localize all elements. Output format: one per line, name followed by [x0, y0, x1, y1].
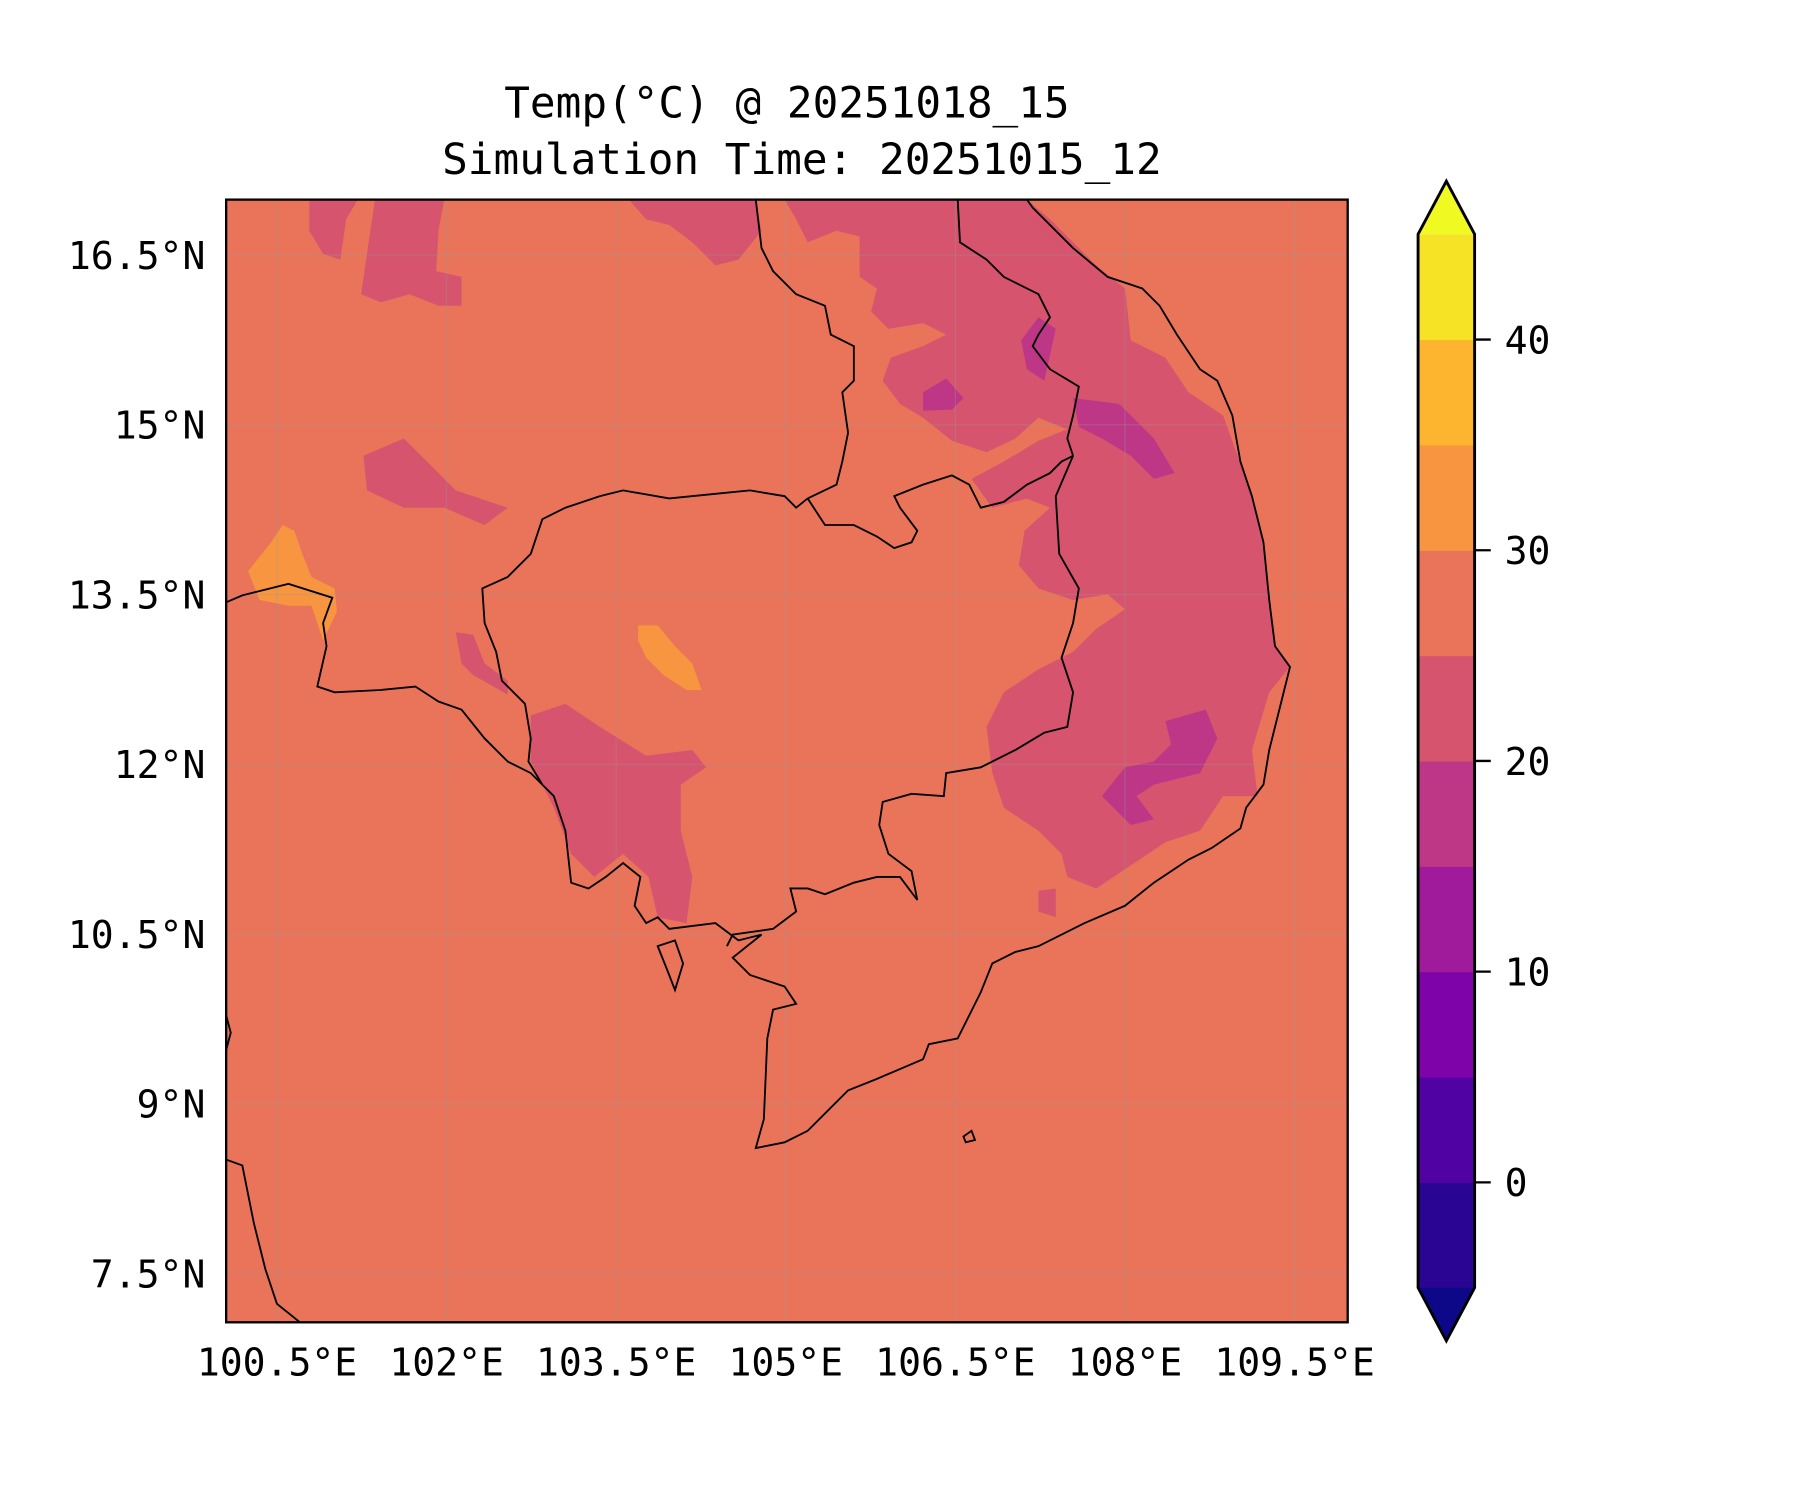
colorbar-segment [1418, 655, 1475, 762]
colorbar-segment [1418, 444, 1475, 551]
y-axis: 16.5°N 15°N 13.5°N 12°N 10.5°N 9°N 7.5°N [68, 234, 206, 1297]
colorbar-under-arrow [1418, 1287, 1475, 1341]
border-thailand-cambodia [481, 489, 809, 786]
colorbar-segment [1418, 971, 1475, 1078]
chart-subtitle: Simulation Time: 20251015_12 [442, 135, 1162, 185]
y-tick-label: 13.5°N [68, 573, 206, 617]
colorbar-tick-label: 40 [1505, 318, 1551, 362]
y-tick-label: 12°N [114, 743, 206, 787]
coastline-malay-peninsula [226, 1158, 301, 1323]
colorbar-segment [1418, 550, 1475, 657]
contour-region [361, 199, 462, 306]
y-tick-label: 10.5°N [68, 913, 206, 957]
colorbar-segment [1418, 760, 1475, 867]
gridlines [226, 199, 1348, 1323]
contour-region [309, 199, 358, 260]
map-frame [225, 198, 1349, 1324]
border-thailand-laos [754, 199, 855, 500]
island [962, 1129, 977, 1144]
chart-title: Temp(°C) @ 20251018_15 [504, 79, 1069, 129]
border-cambodia-vietnam [726, 455, 1080, 947]
x-axis: 100.5°E 102°E 103.5°E 105°E 106.5°E 108°E 109.… [197, 1340, 1375, 1384]
coastline-west [226, 1015, 232, 1051]
contour-region [248, 525, 337, 641]
border-laos-cambodia [806, 454, 1074, 550]
map-area [226, 199, 1348, 1323]
colorbar-segment [1418, 234, 1475, 341]
island [656, 939, 685, 993]
y-tick-label: 7.5°N [91, 1252, 206, 1296]
contour-region [455, 632, 508, 695]
colorbar-outline [1416, 178, 1477, 1344]
x-tick-label: 108°E [1068, 1340, 1183, 1384]
contour-region [784, 199, 1290, 889]
x-tick-label: 103.5°E [536, 1340, 696, 1384]
temp-fill-15-20 [923, 317, 1218, 825]
contour-region [628, 199, 762, 266]
colorbar-tick-label: 10 [1505, 950, 1551, 994]
y-tick-label: 16.5°N [68, 234, 206, 278]
contour-region [1073, 398, 1175, 479]
y-tick-label: 9°N [137, 1083, 206, 1127]
colorbar-tick-label: 0 [1505, 1161, 1528, 1205]
coastline [226, 199, 1291, 1150]
y-tick-label: 15°N [114, 404, 206, 448]
colorbar-segment [1418, 1182, 1475, 1289]
contour-region [530, 703, 707, 924]
contour-region [1038, 888, 1056, 918]
temp-fill-30-35 [248, 525, 702, 690]
contour-region [923, 378, 964, 411]
x-tick-label: 106.5°E [875, 1340, 1035, 1384]
colorbar-segment [1418, 339, 1475, 446]
colorbar: 0 10 20 30 40 [1416, 178, 1551, 1344]
x-tick-label: 102°E [389, 1340, 504, 1384]
temp-fill-20-25 [309, 199, 1290, 924]
coastlines-and-borders [226, 199, 1291, 1323]
colorbar-tick-label: 20 [1505, 740, 1551, 784]
colorbar-tick-label: 30 [1505, 529, 1551, 573]
contour-region [638, 625, 702, 690]
colorbar-segment [1418, 1077, 1475, 1183]
x-tick-label: 109.5°E [1214, 1340, 1374, 1384]
x-tick-label: 105°E [729, 1340, 844, 1384]
border-laos-vietnam [956, 199, 1080, 457]
x-tick-label: 100.5°E [197, 1340, 357, 1384]
contour-region [1101, 709, 1218, 825]
contour-region [363, 438, 508, 525]
colorbar-segment [1418, 866, 1475, 973]
colorbar-over-arrow [1418, 181, 1475, 235]
